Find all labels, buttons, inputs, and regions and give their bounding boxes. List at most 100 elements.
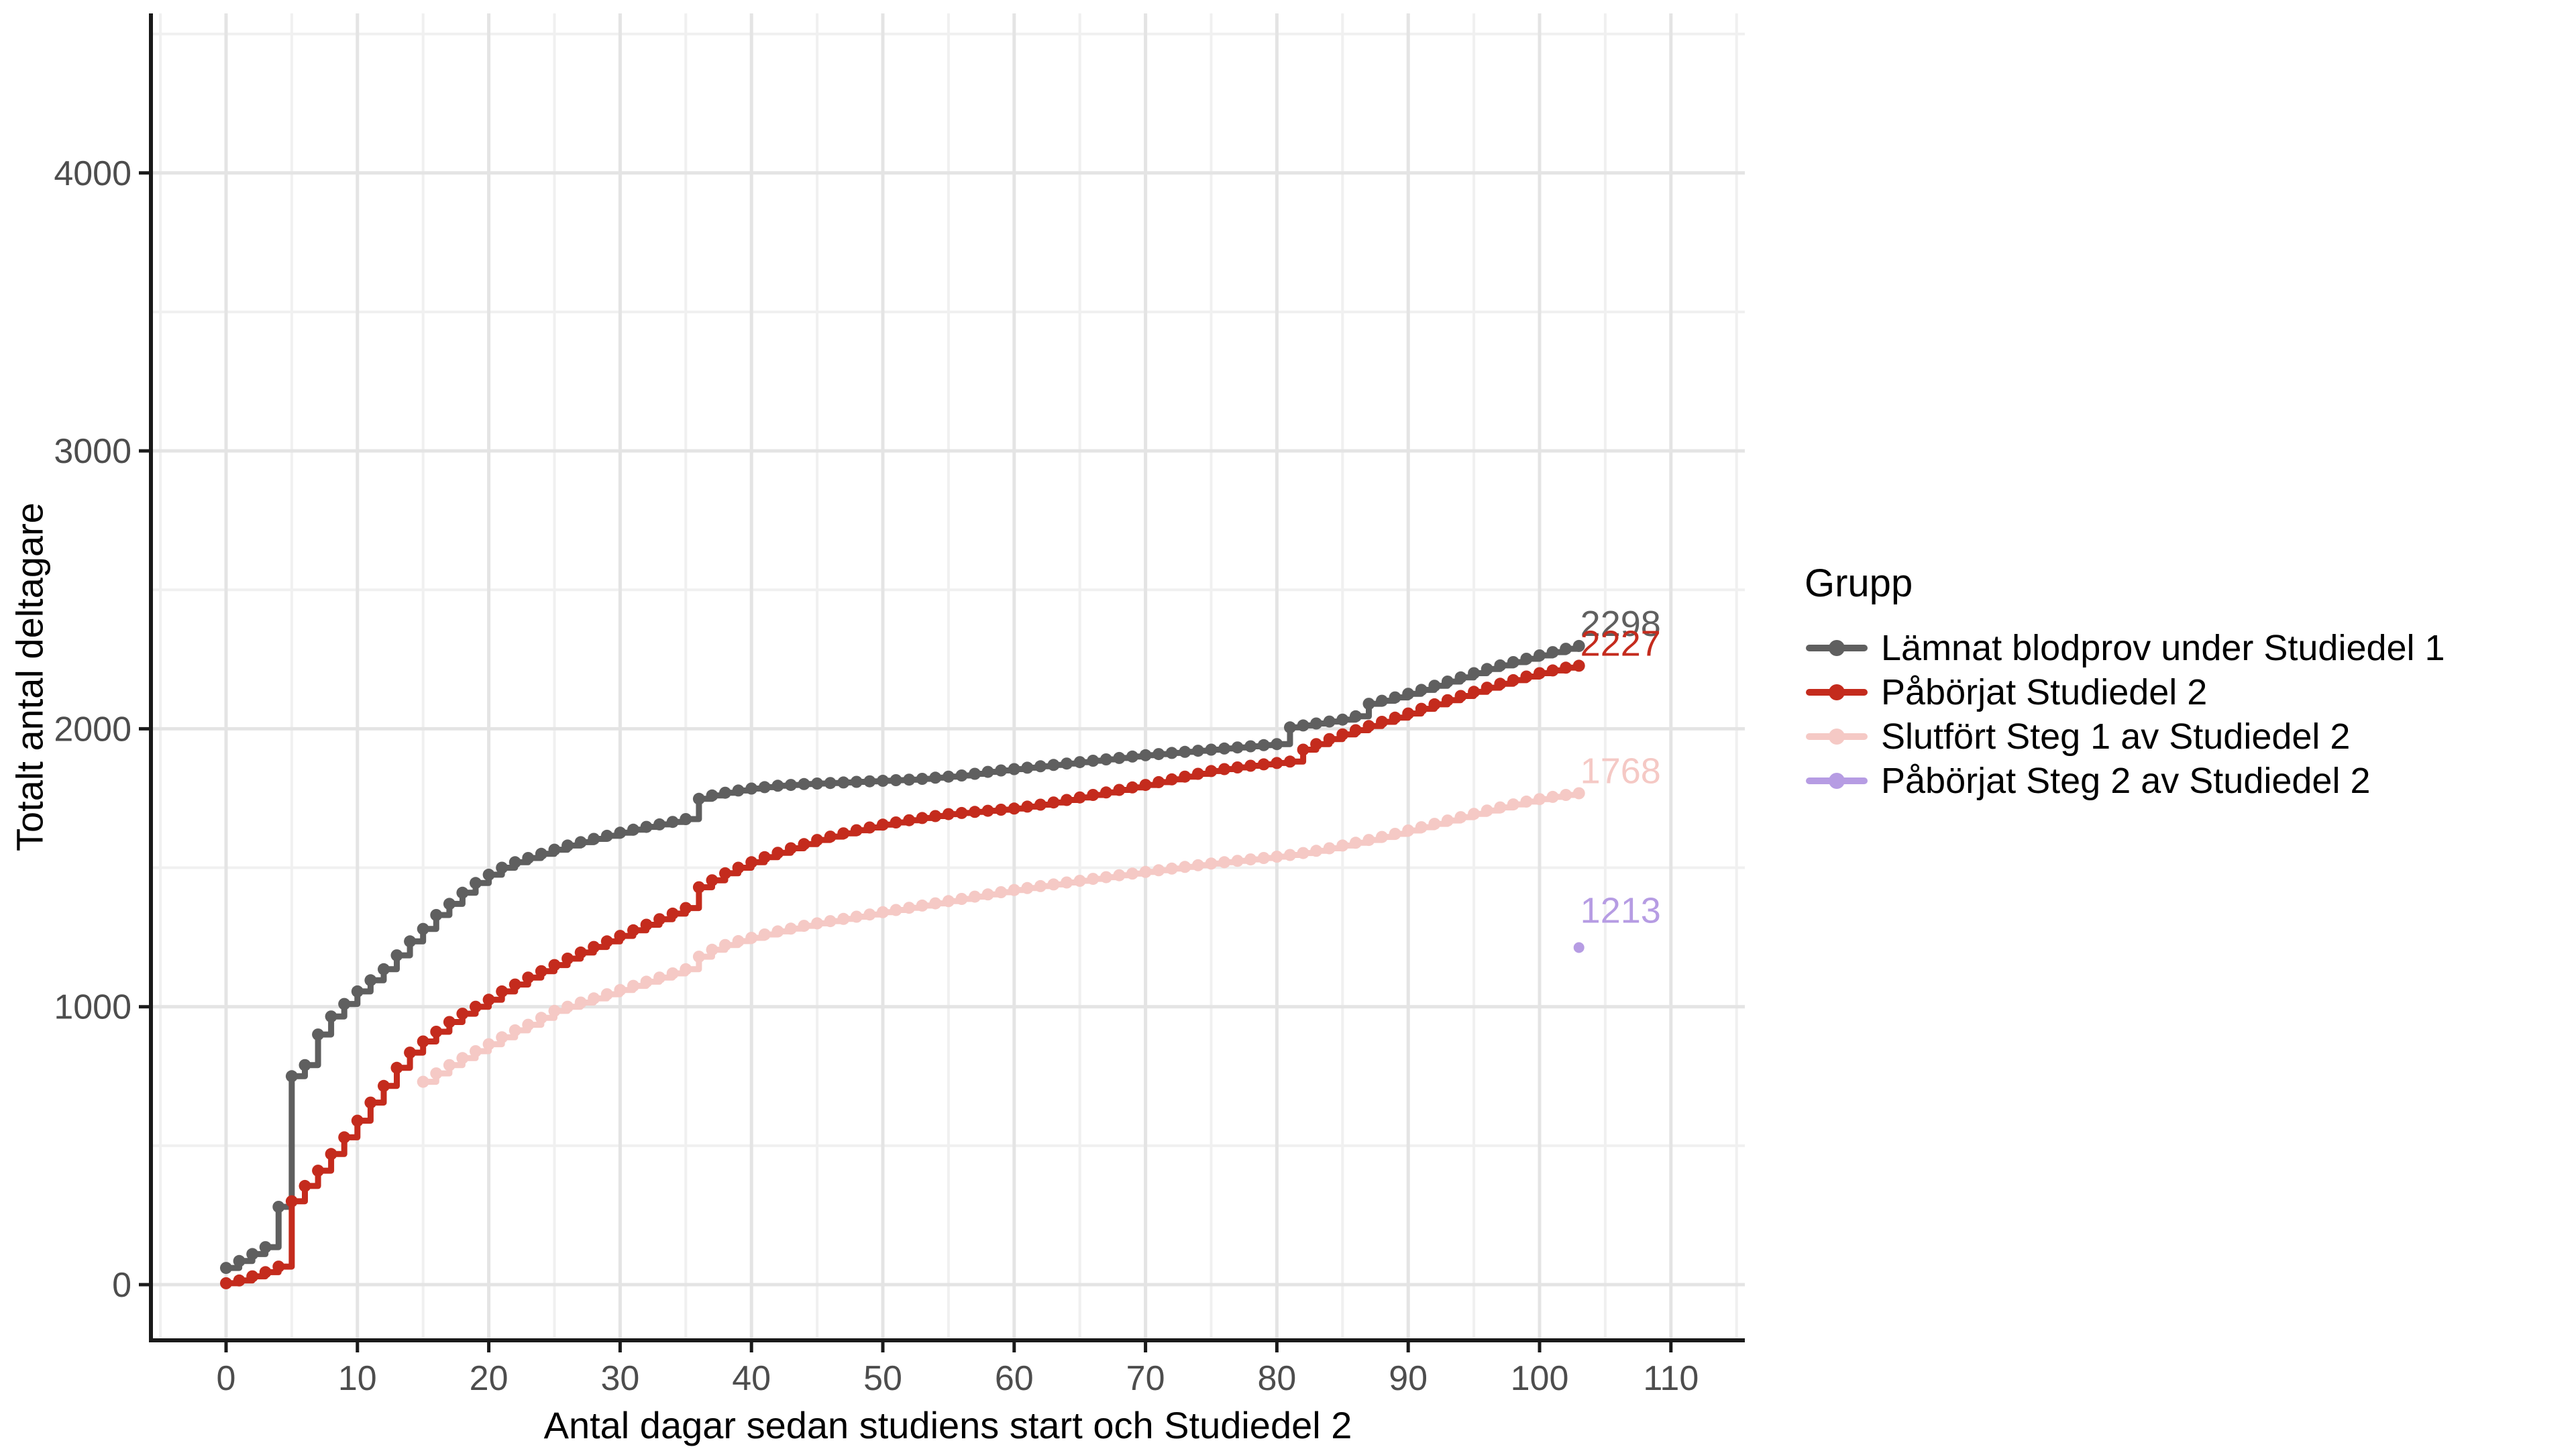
data-point [404, 1046, 417, 1059]
data-point [508, 856, 521, 869]
data-point [640, 820, 653, 833]
data-point [1284, 849, 1296, 861]
legend-key-dot-icon [1829, 773, 1845, 789]
data-point [548, 843, 561, 856]
data-point [877, 906, 889, 918]
legend-key-dot-icon [1829, 729, 1845, 745]
data-point [1061, 794, 1073, 806]
data-point [955, 806, 968, 819]
data-point [732, 861, 745, 874]
data-point [798, 920, 810, 932]
data-point [850, 775, 863, 788]
data-point [1099, 753, 1112, 765]
data-point [1113, 751, 1126, 764]
data-point [443, 898, 455, 910]
data-point [929, 810, 942, 822]
data-point [1376, 830, 1388, 843]
data-point [390, 1061, 403, 1074]
data-point [1297, 719, 1309, 732]
data-point [692, 951, 705, 963]
data-point [522, 971, 535, 984]
data-point [1362, 720, 1375, 733]
data-point [1349, 724, 1362, 737]
data-point [1152, 748, 1165, 761]
data-point [824, 830, 837, 843]
legend-key-swatch [1805, 759, 1869, 803]
data-point [482, 994, 495, 1006]
data-point [758, 781, 771, 794]
data-point [1494, 678, 1507, 690]
data-point [863, 775, 876, 788]
data-point [1573, 942, 1585, 953]
data-point [1113, 869, 1126, 881]
data-point [1205, 743, 1218, 756]
data-point [548, 959, 561, 971]
data-point [430, 1067, 443, 1080]
data-point [220, 1262, 232, 1275]
data-point [535, 965, 547, 977]
data-point [588, 833, 600, 845]
data-point [312, 1165, 325, 1177]
data-point [890, 904, 902, 916]
data-point [916, 773, 928, 785]
data-point [969, 767, 981, 780]
data-point [1179, 745, 1191, 758]
data-point [1494, 659, 1507, 672]
data-point [259, 1266, 272, 1279]
data-point [1165, 862, 1178, 875]
series-points-3 [1573, 942, 1585, 953]
series-points-1 [220, 659, 1585, 1289]
data-point [916, 812, 928, 824]
data-point [233, 1274, 246, 1287]
data-point [1534, 649, 1546, 661]
data-point [1152, 864, 1165, 877]
data-point [351, 985, 364, 998]
data-point [1546, 664, 1559, 677]
data-point [470, 877, 482, 890]
y-tick-label: 3000 [54, 432, 131, 471]
data-point [1284, 721, 1296, 734]
data-point [1021, 800, 1034, 813]
data-point [338, 1131, 351, 1144]
data-point [1310, 717, 1323, 730]
data-point [837, 776, 850, 789]
data-point [470, 1000, 482, 1013]
data-point [877, 774, 889, 787]
legend-item-2: Slutfört Steg 1 av Studiedel 2 [1805, 714, 2445, 759]
data-point [719, 867, 731, 879]
legend-item-label: Påbörjat Studiedel 2 [1881, 672, 2208, 712]
data-point [378, 963, 390, 975]
data-point [561, 953, 574, 965]
data-point [1061, 876, 1073, 889]
legend-key-swatch [1805, 714, 1869, 759]
data-point [496, 1031, 508, 1044]
y-tick-label: 0 [112, 1266, 131, 1305]
data-point [299, 1059, 311, 1071]
data-point [745, 856, 758, 869]
data-point [706, 789, 718, 802]
data-point [850, 824, 863, 837]
data-point [942, 895, 955, 908]
data-point [1428, 680, 1441, 692]
data-point [1257, 852, 1270, 864]
legend-item-0: Lämnat blodprov under Studiedel 1 [1805, 626, 2445, 670]
data-point [1218, 742, 1231, 755]
data-point [1389, 711, 1401, 724]
data-point [929, 771, 942, 784]
data-point [574, 946, 587, 959]
data-point [955, 769, 968, 782]
data-point [1520, 653, 1533, 665]
data-point [784, 842, 797, 855]
data-point [1323, 842, 1336, 855]
data-point [338, 998, 351, 1010]
data-point [1244, 759, 1257, 772]
data-point [390, 949, 403, 962]
data-point [890, 816, 902, 828]
data-point [1284, 755, 1296, 768]
data-point [732, 934, 745, 947]
data-point [1205, 765, 1218, 777]
data-point [640, 975, 653, 988]
data-point [417, 1035, 429, 1048]
